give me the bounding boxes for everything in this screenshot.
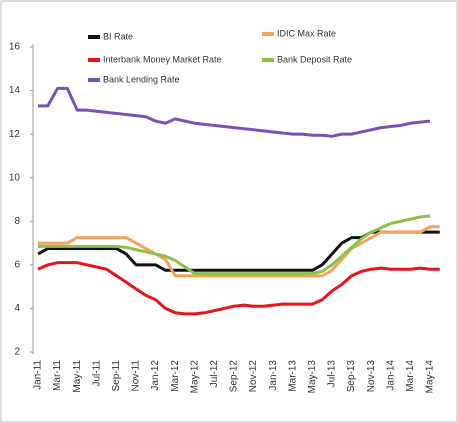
- legend-label: Interbank Money Market Rate: [103, 54, 222, 64]
- x-tick-label: Jan-14: [385, 360, 396, 391]
- x-tick-label: Mar-13: [287, 360, 298, 392]
- x-tick-label: Mar-12: [170, 360, 181, 392]
- x-tick-label: May-13: [307, 360, 318, 394]
- x-tick-label: Jul-13: [327, 360, 338, 388]
- legend-label: BI Rate: [103, 31, 133, 41]
- x-tick-label: Jul-12: [209, 360, 220, 388]
- x-tick-label: Jan-12: [150, 360, 161, 391]
- y-tick-label: 2: [14, 347, 20, 358]
- x-tick-label: Sep-11: [111, 360, 122, 392]
- x-tick-label: Mar-14: [405, 360, 416, 392]
- y-tick-label: 14: [9, 85, 21, 96]
- series-line: [38, 86, 431, 138]
- y-tick-label: 4: [14, 303, 20, 314]
- y-tick-label: 6: [14, 259, 20, 270]
- y-tick-label: 10: [9, 172, 21, 183]
- series-line: [38, 225, 440, 278]
- x-tick-label: Jan-13: [268, 360, 279, 391]
- legend-label: Bank Deposit Rate: [277, 54, 352, 64]
- x-tick-label: Mar-11: [52, 360, 63, 391]
- x-tick-label: May-11: [72, 360, 83, 393]
- legend-label: IDIC Max Rate: [277, 28, 336, 38]
- y-tick-label: 16: [9, 42, 21, 53]
- y-tick-label: 8: [14, 216, 20, 227]
- legend-label: Bank Lending Rate: [103, 74, 180, 84]
- y-tick-label: 12: [9, 129, 21, 140]
- series-line: [37, 261, 440, 316]
- x-tick-label: Jul-11: [91, 360, 102, 387]
- x-tick-label: Nov-13: [366, 360, 377, 393]
- x-tick-label: Nov-11: [131, 360, 142, 392]
- x-tick-label: May-14: [425, 360, 436, 394]
- x-tick-label: Sep-13: [346, 360, 357, 393]
- x-tick-label: Jan-11: [33, 360, 44, 390]
- x-tick-label: May-12: [189, 360, 200, 394]
- x-tick-label: Sep-12: [229, 360, 240, 393]
- series-line: [38, 214, 431, 276]
- x-tick-label: Nov-12: [248, 360, 259, 393]
